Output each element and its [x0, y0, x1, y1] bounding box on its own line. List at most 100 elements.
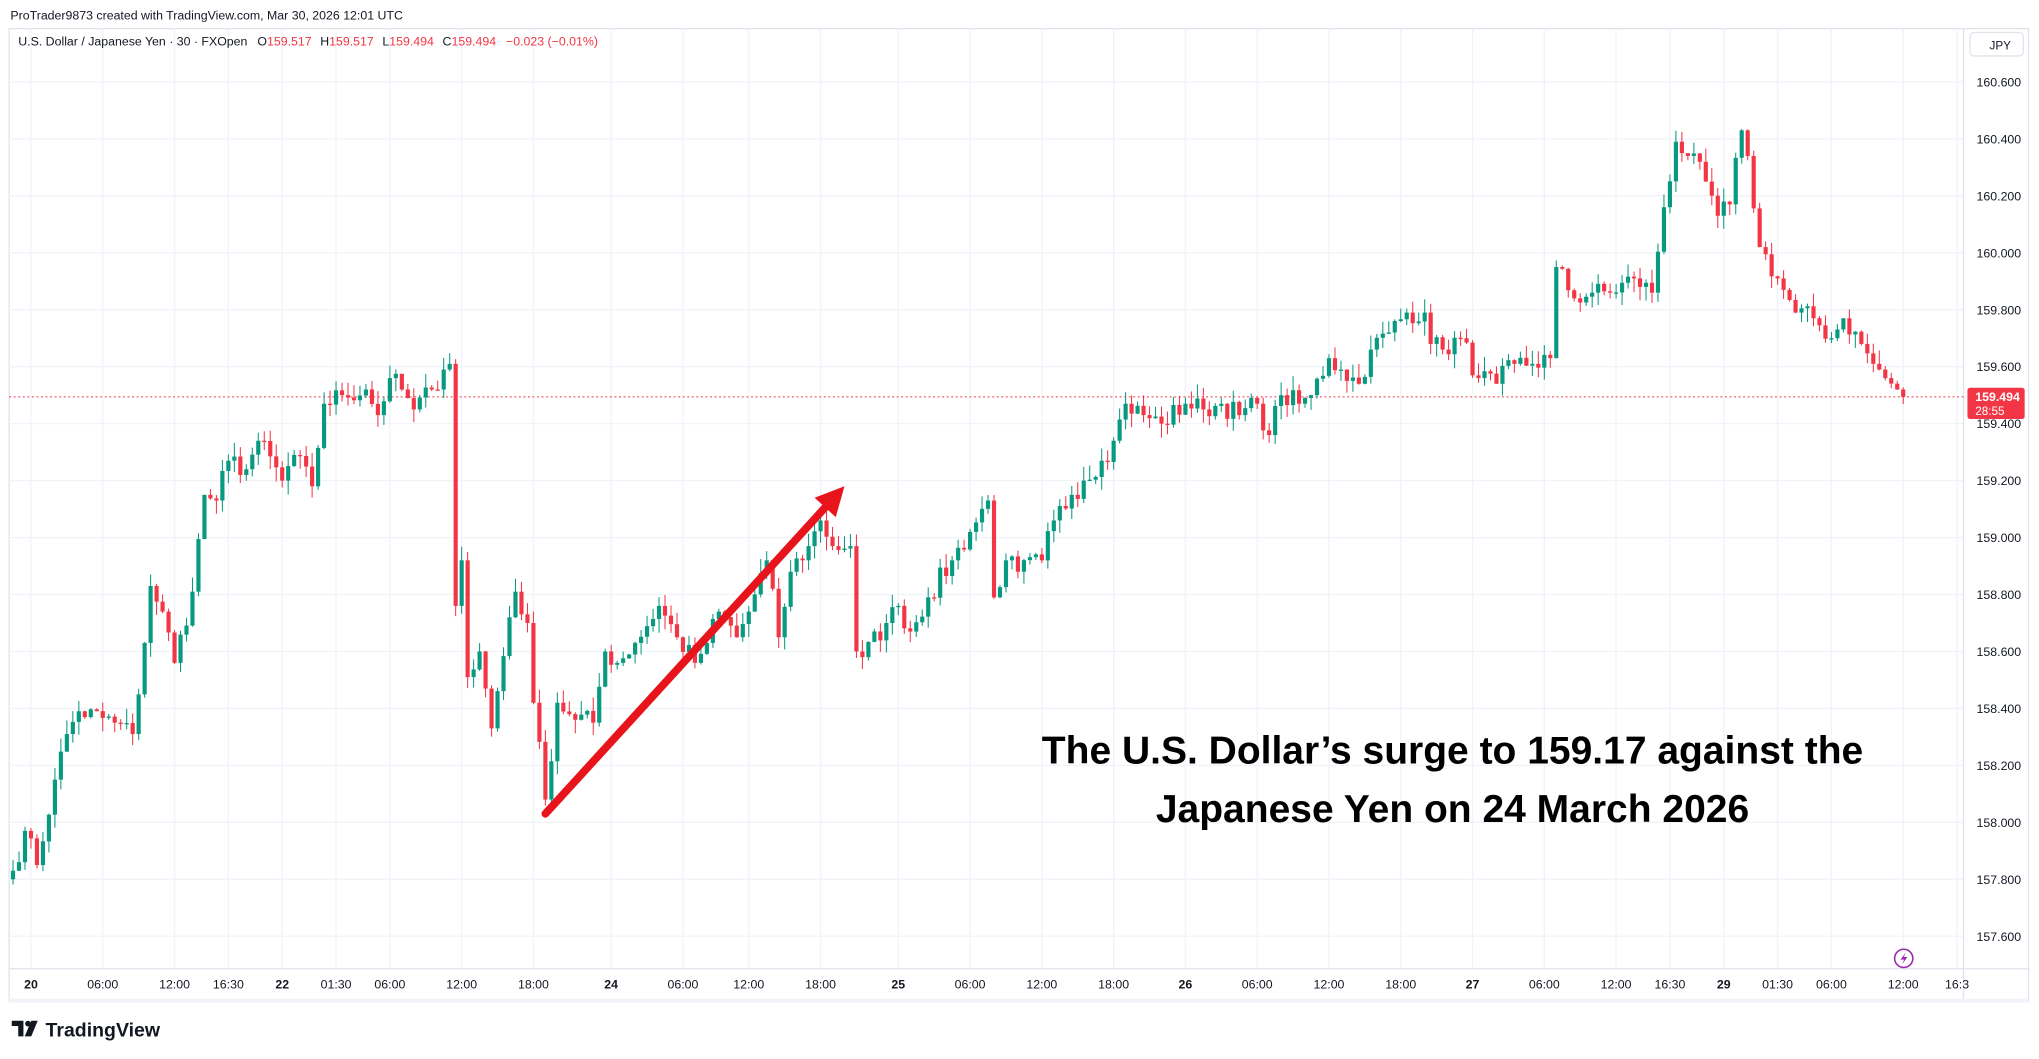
candle: [878, 623, 883, 652]
candle-body: [495, 691, 500, 729]
candle-body: [1428, 312, 1433, 344]
candle: [1350, 364, 1355, 392]
tradingview-logo-text: TradingView: [46, 1019, 161, 1041]
candle: [1015, 550, 1021, 579]
candle-body: [321, 403, 327, 448]
candle: [1590, 282, 1595, 308]
candles: [10, 129, 1906, 885]
tradingview-logo[interactable]: TradingView: [11, 1019, 161, 1041]
time-tick-label: 18:00: [1098, 977, 1129, 991]
time-tick-label: 12:00: [733, 977, 764, 991]
candle-body: [118, 722, 123, 724]
candle-body: [411, 398, 416, 410]
candle: [794, 551, 799, 576]
lightning-icon[interactable]: [1893, 948, 1914, 969]
candle-body: [435, 389, 440, 391]
candle: [1602, 281, 1607, 296]
candle: [220, 459, 225, 512]
candle: [956, 539, 961, 570]
candle: [525, 603, 530, 633]
annotation-line-1: The U.S. Dollar’s surge to 159.17 agains…: [1042, 729, 1863, 772]
price-tick-label: 159.200: [1977, 474, 2022, 488]
candle: [1386, 321, 1391, 334]
candle: [1578, 293, 1583, 312]
candle-body: [1099, 460, 1104, 477]
candle: [1877, 350, 1882, 371]
candle-body: [979, 508, 985, 523]
candle-body: [740, 624, 745, 638]
time-tick-label: 06:00: [87, 977, 118, 991]
price-axis[interactable]: 160.600 160.400 160.200 160.000 159.800 159.6…: [1977, 75, 2022, 943]
candle: [1835, 323, 1840, 342]
candle: [645, 615, 650, 645]
candle-body: [88, 709, 93, 718]
candle-body: [1392, 321, 1397, 333]
candle-body: [770, 560, 775, 589]
candle-body: [1542, 354, 1547, 368]
price-tick-label: 160.000: [1977, 246, 2022, 260]
candle: [256, 432, 261, 465]
candle-body: [1261, 403, 1266, 431]
time-tick-label: 06:00: [955, 977, 986, 991]
candle: [76, 700, 81, 735]
candle: [1033, 552, 1038, 561]
candle: [1799, 304, 1804, 323]
candle: [698, 646, 703, 665]
candle: [339, 382, 345, 402]
candle-body: [142, 642, 147, 695]
candle-body: [645, 626, 650, 637]
time-axis[interactable]: 20 06:00 12:00 16:30 22 01:30 06:00 12:00 18:00 2…: [24, 977, 1969, 991]
candle-body: [806, 546, 811, 561]
candle: [531, 611, 536, 705]
candle: [950, 555, 955, 585]
symbol-legend: U.S. Dollar / Japanese Yen · 30 · FXOpen…: [18, 35, 598, 49]
candle: [997, 584, 1003, 599]
candle-body: [1703, 161, 1708, 182]
candle: [1219, 397, 1224, 413]
candle-body: [1093, 476, 1098, 480]
candle-body: [34, 838, 40, 866]
candle: [435, 380, 440, 391]
candle-body: [124, 723, 129, 725]
candle: [28, 827, 34, 849]
candle-body: [956, 547, 961, 561]
time-tick-label: 24: [604, 977, 618, 991]
candle-body: [1087, 479, 1092, 481]
candle-body: [985, 500, 991, 509]
candle-body: [650, 618, 656, 627]
candle-body: [519, 591, 524, 615]
candle-body: [1201, 398, 1206, 410]
candle-body: [872, 631, 877, 642]
candle-body: [997, 587, 1003, 598]
candle: [10, 859, 16, 885]
candle: [621, 651, 626, 667]
candle-body: [1560, 267, 1565, 269]
candle-body: [429, 387, 434, 390]
candle-body: [58, 751, 63, 780]
currency-label: JPY: [1990, 39, 2012, 52]
candle: [208, 488, 213, 500]
candle-body: [525, 614, 530, 623]
currency-button[interactable]: JPY: [1969, 31, 2025, 57]
candle-body: [968, 531, 973, 550]
candle: [914, 614, 919, 638]
candle: [1189, 391, 1194, 418]
price-tick-label: 157.800: [1977, 873, 2022, 887]
candle: [973, 517, 979, 541]
candle-body: [208, 494, 213, 499]
time-tick-label: 12:00: [446, 977, 477, 991]
current-price-value: 159.494: [1975, 390, 2020, 404]
candle-body: [292, 454, 297, 467]
time-tick-label: 12:00: [1601, 977, 1632, 991]
candle-body: [884, 622, 889, 641]
candle-body: [1901, 389, 1906, 397]
candle-body: [668, 615, 674, 625]
candle-body: [866, 641, 871, 658]
candle-body: [627, 654, 632, 659]
candle: [1177, 396, 1182, 423]
candle-body: [363, 389, 369, 396]
candle: [369, 381, 375, 408]
candle-body: [1045, 531, 1050, 561]
time-tick-label: 26: [1179, 977, 1193, 991]
